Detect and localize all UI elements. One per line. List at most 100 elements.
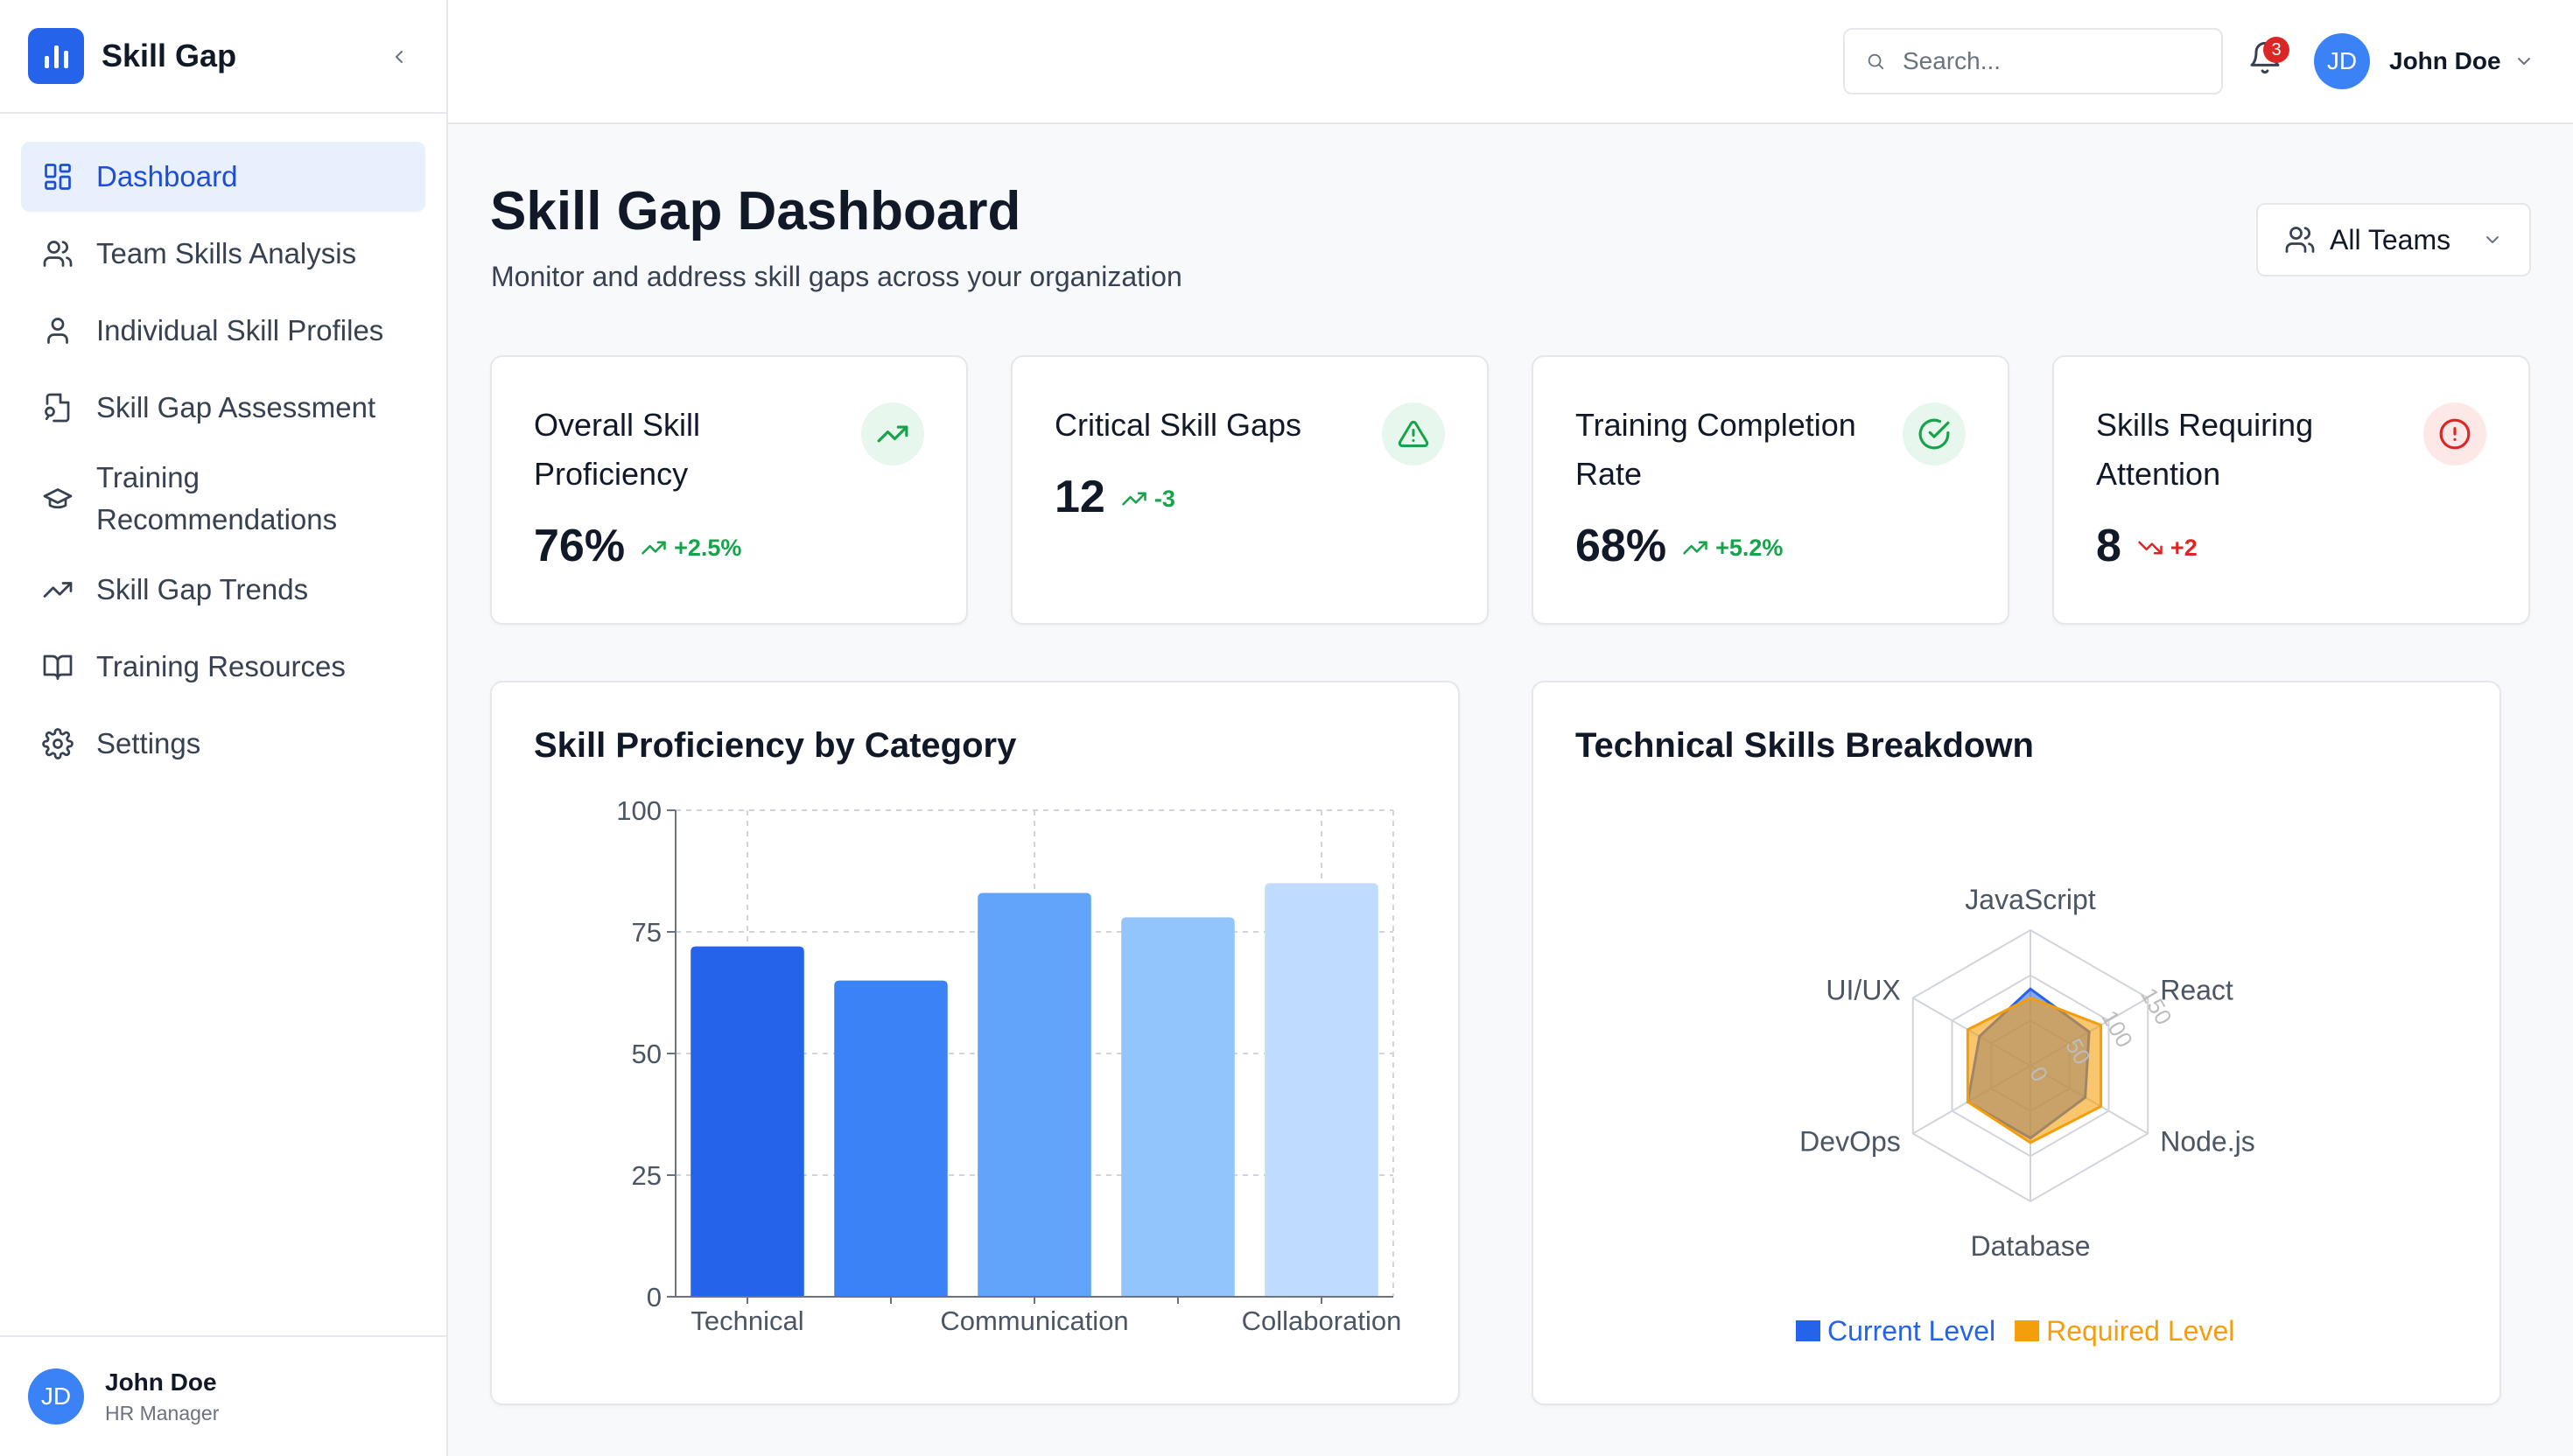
users-icon <box>40 236 75 271</box>
sidebar-user-profile[interactable]: JD John Doe HR Manager <box>0 1335 446 1456</box>
radar-axis-label: UI/UX <box>1826 975 1900 1006</box>
legend-label[interactable]: Current Level <box>1827 1315 1995 1347</box>
alert-circle-icon <box>2423 402 2486 466</box>
bar-chart: 0 25 50 75 100 Technical Communication Collabor… <box>616 795 1401 1336</box>
sidebar-item-team-skills-analysis[interactable]: Team Skills Analysis <box>21 219 425 289</box>
collapse-sidebar-button[interactable] <box>382 39 417 74</box>
sidebar-user-name: John Doe <box>105 1368 217 1396</box>
sidebar: Skill Gap Dashboard Team Skills Analysis… <box>0 0 448 1456</box>
y-tick-label: 100 <box>616 795 662 826</box>
sidebar-item-individual-skill-profiles[interactable]: Individual Skill Profiles <box>21 296 425 366</box>
search-icon <box>1868 53 1884 70</box>
trending-up-icon <box>1122 492 1146 506</box>
bar[interactable] <box>1121 917 1235 1297</box>
stat-value-row: 76% +2.5% <box>534 520 741 572</box>
legend-swatch <box>1796 1320 1820 1341</box>
sidebar-item-label: Dashboard <box>96 160 238 192</box>
brand: Skill Gap <box>0 0 446 114</box>
bar[interactable] <box>691 946 804 1297</box>
user-name: John Doe <box>2389 47 2501 74</box>
avatar: JD <box>2314 33 2370 89</box>
stat-card-critical-gaps: Critical Skill Gaps 12 -3 <box>1011 355 1489 625</box>
alert-triangle-icon <box>1382 402 1445 466</box>
brand-name: Skill Gap <box>102 38 237 74</box>
stat-card-skills-attention: Skills Requiring Attention 8 +2 <box>2052 355 2530 625</box>
stat-delta: +5.2% <box>1682 535 1783 562</box>
y-tick-label: 25 <box>632 1160 662 1191</box>
page-subtitle: Monitor and address skill gaps across yo… <box>491 261 1182 292</box>
stat-delta-text: +5.2% <box>1715 534 1784 561</box>
stat-delta: +2 <box>2137 535 2198 562</box>
stat-delta-text: +2.5% <box>674 534 742 561</box>
top-header: 3 JD John Doe <box>448 0 2573 124</box>
bar[interactable] <box>978 892 1091 1297</box>
bar[interactable] <box>834 980 948 1297</box>
x-tick-label: Technical <box>691 1306 803 1336</box>
dashboard-icon <box>40 159 75 194</box>
graduation-cap-icon <box>40 481 75 516</box>
page-title: Skill Gap Dashboard <box>490 181 1021 242</box>
team-filter-dropdown[interactable]: All Teams <box>2256 203 2531 276</box>
avatar: JD <box>28 1368 84 1424</box>
sidebar-item-label: Skill Gap Assessment <box>96 391 376 424</box>
radar-axis-label: Database <box>1971 1230 2091 1262</box>
trending-up-icon <box>641 541 666 555</box>
bar-chart-icon <box>28 28 84 84</box>
trending-up-icon <box>40 572 75 607</box>
sidebar-item-label: Skill Gap Trends <box>96 573 309 606</box>
stat-value: 8 <box>2096 521 2121 571</box>
gear-icon <box>40 726 75 761</box>
sidebar-item-skill-gap-assessment[interactable]: Skill Gap Assessment <box>21 373 425 443</box>
radar-chart-title: Technical Skills Breakdown <box>1575 726 2034 765</box>
team-filter-value: All Teams <box>2330 223 2451 256</box>
stat-value-row: 12 -3 <box>1055 471 1175 523</box>
search-input[interactable] <box>1903 47 2200 75</box>
trending-up-icon <box>861 402 924 466</box>
legend-label[interactable]: Required Level <box>2046 1315 2234 1347</box>
check-circle-icon <box>1903 402 1966 466</box>
file-search-icon <box>40 390 75 425</box>
bar-chart-title: Skill Proficiency by Category <box>534 726 1017 765</box>
sidebar-item-training-recommendations[interactable]: Training Recommendations <box>21 450 425 548</box>
stat-value: 12 <box>1055 472 1105 522</box>
stat-title: Skills Requiring Attention <box>2096 407 2314 492</box>
radar-series-required-level[interactable] <box>1966 996 2103 1144</box>
stat-title: Overall Skill Proficiency <box>534 407 701 492</box>
stat-title: Critical Skill Gaps <box>1055 407 1302 443</box>
radar-axis-label: React <box>2160 975 2233 1006</box>
search-box[interactable] <box>1843 28 2223 94</box>
sidebar-item-settings[interactable]: Settings <box>21 709 425 779</box>
sidebar-nav: Dashboard Team Skills Analysis Individua… <box>0 114 446 779</box>
y-tick-label: 0 <box>647 1282 662 1312</box>
sidebar-item-label: Settings <box>96 727 201 760</box>
y-tick-label: 75 <box>632 917 662 948</box>
y-tick-label: 50 <box>632 1039 662 1069</box>
radar-axis-label: DevOps <box>1799 1126 1901 1158</box>
radar-chart-panel: Technical Skills Breakdown 0 50 100 150 Java… <box>1532 681 2501 1405</box>
sidebar-item-skill-gap-trends[interactable]: Skill Gap Trends <box>21 555 425 625</box>
chart-legend: Current Level Required Level <box>1796 1315 2234 1347</box>
radar-axis-label: Node.js <box>2160 1126 2255 1158</box>
notification-count-badge: 3 <box>2263 37 2289 63</box>
user-menu[interactable]: JD John Doe <box>2314 33 2534 89</box>
sidebar-item-label: Individual Skill Profiles <box>96 314 384 346</box>
stat-delta-text: -3 <box>1153 485 1175 512</box>
trending-down-icon <box>2138 541 2163 555</box>
bar[interactable] <box>1265 883 1378 1297</box>
stat-value: 76% <box>534 521 626 571</box>
radar-axis-label: JavaScript <box>1965 884 2096 915</box>
stat-delta: +2.5% <box>641 535 741 562</box>
stat-value-row: 68% +5.2% <box>1575 520 1783 572</box>
x-tick-label: Communication <box>940 1306 1128 1336</box>
sidebar-item-dashboard[interactable]: Dashboard <box>21 142 425 212</box>
stat-title: Training Completion Rate <box>1575 407 1856 492</box>
sidebar-item-training-resources[interactable]: Training Resources <box>21 632 425 702</box>
stat-value: 68% <box>1575 521 1667 571</box>
user-icon <box>40 313 75 348</box>
stat-delta: -3 <box>1121 486 1175 513</box>
stat-delta-text: +2 <box>2170 534 2198 561</box>
bar-chart-panel: Skill Proficiency by Category 0 25 50 75 100… <box>490 681 1460 1405</box>
stat-card-overall-proficiency: Overall Skill Proficiency 76% +2.5% <box>490 355 968 625</box>
stat-card-training-completion: Training Completion Rate 68% +5.2% <box>1532 355 2009 625</box>
radar-chart: 050 100150JavaScriptReactNode.jsDatabaseD… <box>1796 884 2255 1347</box>
